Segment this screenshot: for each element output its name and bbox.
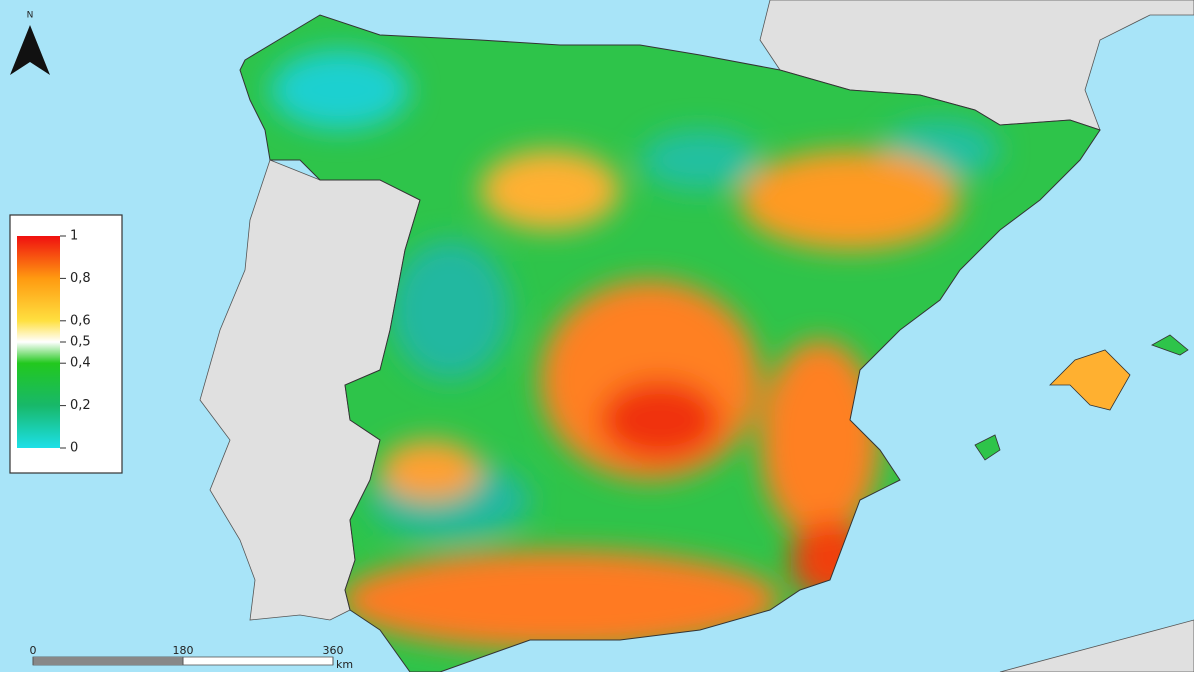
- legend-colorbar: [17, 236, 60, 448]
- scale-bar-segment: [33, 657, 183, 665]
- legend-tick-label: 0,5: [70, 335, 91, 350]
- north-label: N: [27, 11, 34, 21]
- scale-tick-label: 360: [323, 644, 344, 657]
- legend-tick-label: 0,8: [70, 271, 91, 286]
- north-arrow: [10, 25, 50, 75]
- legend-tick-label: 1: [70, 229, 78, 244]
- legend-tick-label: 0,2: [70, 398, 91, 413]
- scale-tick-label: 0: [30, 644, 37, 657]
- legend-tick-label: 0,6: [70, 313, 91, 328]
- scale-unit: km: [336, 658, 353, 671]
- mallorca: [1049, 349, 1131, 411]
- legend-tick-label: 0: [70, 441, 78, 456]
- ibiza: [974, 434, 1001, 461]
- menorca: [1151, 334, 1189, 356]
- scale-tick-label: 180: [173, 644, 194, 657]
- legend-tick-label: 0,4: [70, 356, 91, 371]
